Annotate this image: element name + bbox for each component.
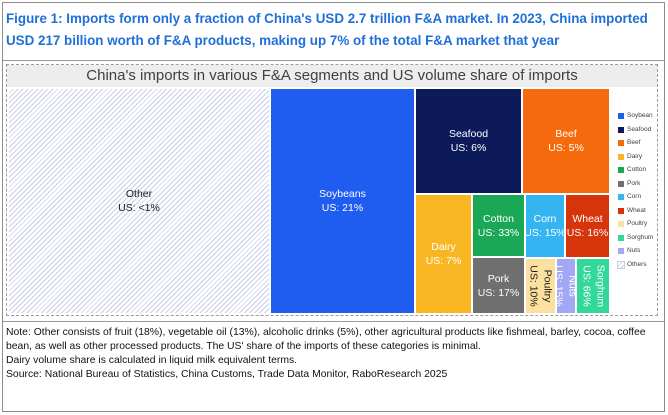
tile-name-wheat: Wheat bbox=[572, 213, 603, 225]
tile-other: Other US: <1% bbox=[8, 88, 270, 314]
tile-name-soybeans: Soybeans bbox=[319, 188, 366, 200]
legend-swatch-others bbox=[617, 260, 625, 269]
tile-name-other: Other bbox=[125, 188, 153, 200]
legend-label-soybean: Soybean bbox=[627, 112, 653, 119]
legend-swatch-beef bbox=[618, 140, 624, 146]
legend-label-wheat: Wheat bbox=[627, 206, 646, 214]
legend-swatch-sorghum bbox=[618, 234, 624, 241]
tile-seafood: Seafood US: 6% bbox=[415, 88, 522, 194]
tile-us-share-beef: US: 5% bbox=[548, 142, 584, 154]
legend-label-poultry: Poultry bbox=[627, 220, 648, 227]
tile-soybeans: Soybeans US: 21% bbox=[270, 88, 415, 314]
legend-label-pork: Pork bbox=[627, 179, 641, 187]
legend-label-beef: Beef bbox=[627, 139, 641, 146]
tile-us-share-poultry: US: 10% bbox=[527, 265, 540, 307]
legend-label-seafood: Seafood bbox=[627, 125, 652, 133]
tile-name-corn: Corn bbox=[533, 213, 557, 225]
tile-name-seafood: Seafood bbox=[448, 128, 489, 140]
tile-us-share-other: US: <1% bbox=[118, 202, 160, 214]
legend-label-dairy: Dairy bbox=[627, 152, 643, 160]
chart-title: China's imports in various F&A segments … bbox=[7, 65, 657, 87]
tile-beef: Beef US: 5% bbox=[522, 88, 610, 194]
legend-swatch-poultry bbox=[618, 221, 624, 227]
tile-us-share-wheat: US: 16% bbox=[566, 227, 609, 239]
figure-title: Figure 1: Imports form only a fraction o… bbox=[6, 11, 648, 48]
tile-pork: Pork US: 17% bbox=[472, 257, 525, 314]
note-divider bbox=[3, 321, 664, 322]
legend-label-sorghum: Sorghum bbox=[627, 233, 654, 241]
legend-swatch-soybean bbox=[618, 113, 624, 119]
tile-name-dairy: Dairy bbox=[431, 241, 456, 253]
tile-wheat: Wheat US: 16% bbox=[565, 194, 610, 258]
tile-corn: Corn US: 15% bbox=[524, 194, 566, 258]
legend-swatch-nuts bbox=[618, 248, 624, 254]
tile-us-share-seafood: US: 6% bbox=[450, 142, 487, 154]
chart-container bbox=[6, 64, 658, 316]
tile-cotton: Cotton US: 33% bbox=[472, 194, 525, 257]
legend-swatch-corn bbox=[618, 194, 624, 200]
legend-label-corn: Corn bbox=[627, 193, 642, 200]
tile-us-share-sorghum: US: 66% bbox=[580, 265, 593, 307]
tile-us-share-cotton: US: 33% bbox=[477, 226, 520, 239]
legend-swatch-seafood bbox=[618, 126, 624, 133]
tile-us-share-pork: US: 17% bbox=[477, 286, 520, 299]
legend-label-nuts: Nuts bbox=[627, 247, 641, 254]
legend-swatch-pork bbox=[618, 180, 624, 187]
tile-poultry: Poultry US: 10% bbox=[525, 258, 556, 314]
legend-swatch-wheat bbox=[618, 207, 624, 214]
legend-label-others: Others bbox=[627, 260, 647, 268]
tile-us-share-dairy: US: 7% bbox=[425, 255, 462, 267]
legend-swatch-cotton bbox=[618, 167, 624, 173]
tile-dairy: Dairy US: 7% bbox=[415, 194, 472, 314]
tile-name-beef: Beef bbox=[555, 128, 577, 140]
chart-notes: Note: Other consists of fruit (18%), veg… bbox=[6, 326, 662, 382]
title-divider bbox=[3, 60, 664, 61]
note-other-composition: Note: Other consists of fruit (18%), veg… bbox=[6, 327, 646, 352]
legend-label-cotton: Cotton bbox=[627, 166, 647, 173]
note-dairy-volume: Dairy volume share is calculated in liqu… bbox=[6, 355, 298, 366]
tile-us-share-nuts: US: 15% bbox=[553, 265, 565, 307]
tile-nuts: Nuts US: 15% bbox=[553, 258, 579, 314]
tile-name-cotton: Cotton bbox=[483, 212, 514, 225]
tile-sorghum: Sorghum US: 66% bbox=[576, 258, 610, 314]
tile-name-sorghum: Sorghum bbox=[594, 264, 607, 308]
tile-name-pork: Pork bbox=[487, 272, 510, 285]
legend-swatch-dairy bbox=[618, 153, 624, 160]
tile-us-share-corn: US: 15% bbox=[524, 227, 566, 239]
note-source: Source: National Bureau of Statistics, C… bbox=[6, 369, 448, 380]
tile-us-share-soybeans: US: 21% bbox=[321, 202, 364, 214]
